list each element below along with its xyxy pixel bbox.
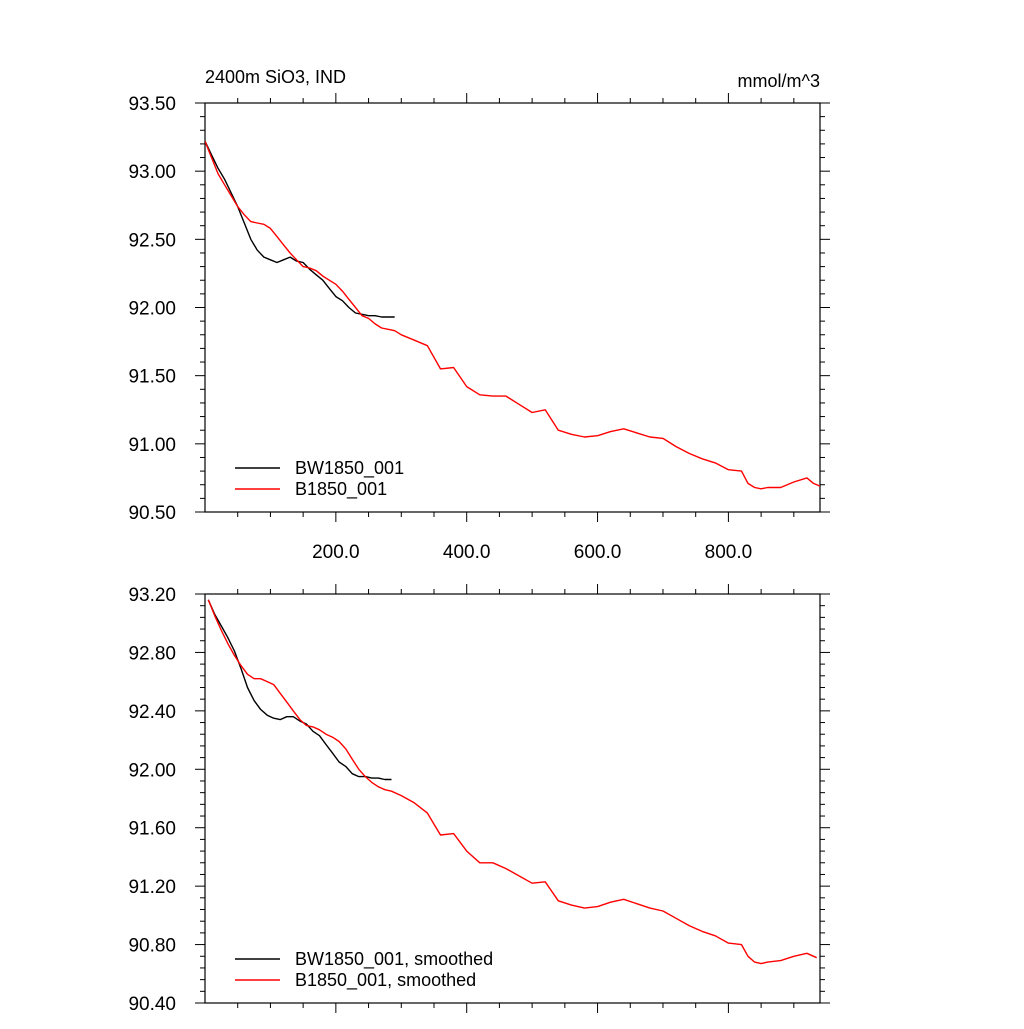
legend-label: B1850_001, smoothed [295,970,476,991]
chart-title: 2400m SiO3, IND [205,67,346,87]
y-tick-label: 93.00 [128,162,176,183]
y-tick-label: 92.40 [128,702,176,723]
y-tick-label: 91.20 [128,877,176,898]
top-panel: 90.50 91.00 91.50 92.00 92.50 93.00 93.50 200.0… [128,67,830,563]
y-tick-label: 91.50 [128,367,176,388]
plot-frame [205,594,820,1003]
legend-label: B1850_001 [295,479,387,500]
legend-label: BW1850_001, smoothed [295,949,493,970]
series-line-red [205,141,820,489]
legend-label: BW1850_001 [295,458,404,479]
plot-frame [205,103,820,512]
bottom-panel: 90.40 90.80 91.20 91.60 92.00 92.40 92.80 93.20… [128,584,830,1015]
y-tick-label: 90.80 [128,936,176,957]
series-line-black [208,600,391,780]
y-tick-label: 90.40 [128,994,176,1015]
x-tick-label: 200.0 [312,542,360,563]
series-line-black [205,141,395,317]
y-tick-label: 90.50 [128,503,176,524]
y-tick-label: 92.00 [128,299,176,320]
x-tick-label: 400.0 [443,542,491,563]
chart-units: mmol/m^3 [738,71,820,91]
y-tick-label: 91.00 [128,435,176,456]
series-line-red [208,600,816,964]
y-tick-label: 92.00 [128,760,176,781]
y-tick-label: 92.50 [128,230,176,251]
x-tick-label: 600.0 [574,542,622,563]
y-tick-label: 92.80 [128,643,176,664]
y-tick-label: 93.20 [128,585,176,606]
y-tick-label: 91.60 [128,819,176,840]
y-tick-label: 93.50 [128,94,176,115]
x-tick-label: 800.0 [705,542,753,563]
